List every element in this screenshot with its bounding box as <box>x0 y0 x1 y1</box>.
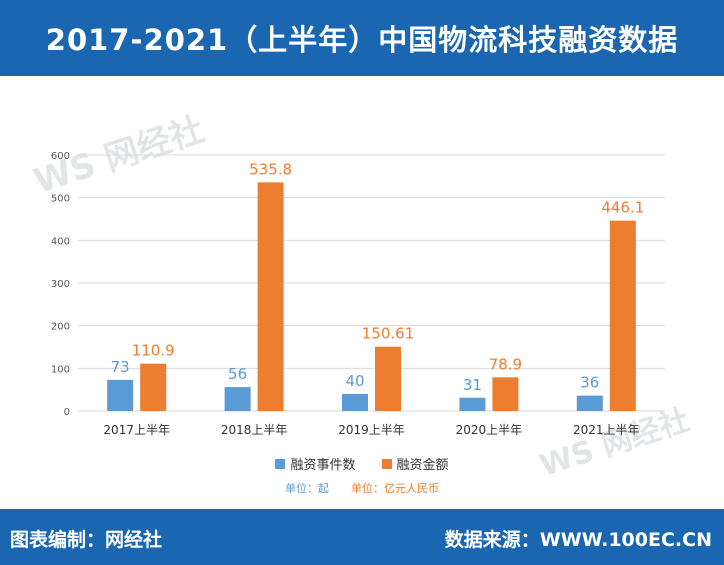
bar-count <box>576 395 603 411</box>
y-tick-label: 600 <box>51 151 70 162</box>
bar-amount <box>492 377 519 411</box>
y-tick-label: 200 <box>51 322 70 333</box>
footer-source: 数据来源：WWW.100EC.CN <box>444 529 712 551</box>
bar-count <box>459 397 486 411</box>
legend-swatch-blue <box>275 458 286 469</box>
data-label-count: 36 <box>580 374 599 392</box>
data-label-amount: 78.9 <box>489 355 522 373</box>
bar-amount <box>609 220 636 411</box>
unit-note-count: 单位：起 <box>285 482 329 495</box>
x-tick-label: 2020上半年 <box>456 423 523 437</box>
footer-credit: 图表编制：网经社 <box>10 529 163 551</box>
unit-notes: 单位：起 单位：亿元人民币 <box>0 480 724 496</box>
unit-note-amount: 单位：亿元人民币 <box>351 482 439 495</box>
data-label-count: 31 <box>463 376 482 394</box>
bar-count <box>107 379 134 411</box>
footer-bar: 图表编制：网经社 数据来源：WWW.100EC.CN <box>0 509 724 565</box>
data-label-count: 40 <box>345 372 364 390</box>
bar-amount <box>375 346 401 411</box>
y-tick-label: 0 <box>64 407 70 418</box>
chart-bars <box>107 182 636 411</box>
y-tick-label: 300 <box>51 279 70 290</box>
page-title: 2017-2021（上半年）中国物流科技融资数据 <box>0 0 724 76</box>
y-tick-labels: 0 100 200 300 400 500 600 <box>51 151 70 418</box>
legend-label-amount: 融资金额 <box>396 458 449 473</box>
data-label-amount: 110.9 <box>132 342 175 360</box>
legend-label-count: 融资事件数 <box>290 458 356 473</box>
data-label-count: 73 <box>111 358 130 376</box>
legend-item-count: 融资事件数 <box>275 454 356 473</box>
y-tick-label: 500 <box>51 194 70 205</box>
data-label-count: 56 <box>228 365 247 383</box>
bar-count <box>342 393 368 411</box>
legend-item-amount: 融资金额 <box>381 454 449 473</box>
x-tick-label: 2019上半年 <box>338 423 405 437</box>
chart-grid <box>78 154 665 412</box>
data-label-amount: 150.61 <box>362 325 415 343</box>
legend-swatch-orange <box>381 458 392 469</box>
y-tick-label: 100 <box>51 364 70 375</box>
x-tick-labels: 2017上半年 2018上半年 2019上半年 2020上半年 2021上半年 <box>103 423 639 437</box>
chart-legend: 融资事件数 融资金额 <box>0 454 724 473</box>
x-tick-label: 2017上半年 <box>103 423 170 437</box>
bar-amount <box>140 363 167 411</box>
x-tick-label: 2021上半年 <box>573 423 640 437</box>
data-label-amount: 535.8 <box>249 160 292 178</box>
x-tick-label: 2018上半年 <box>221 423 288 437</box>
bar-count <box>224 387 251 411</box>
data-label-amount: 446.1 <box>601 199 644 217</box>
y-tick-label: 400 <box>51 236 70 247</box>
bar-amount <box>257 182 284 411</box>
